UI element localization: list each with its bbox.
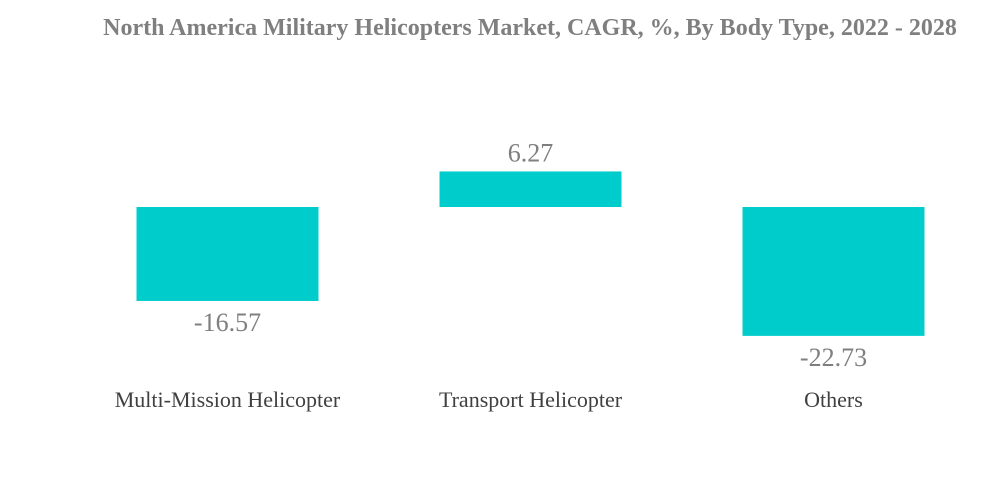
category-label-2: Others — [804, 387, 863, 412]
bar-2 — [742, 207, 925, 336]
category-label-1: Transport Helicopter — [439, 387, 623, 412]
data-label-0: -16.57 — [194, 308, 261, 337]
data-label-1: 6.27 — [508, 138, 554, 167]
bar-0 — [136, 207, 319, 301]
category-label-0: Multi-Mission Helicopter — [115, 387, 341, 412]
bar-1 — [439, 171, 622, 207]
chart-title: North America Military Helicopters Marke… — [103, 15, 957, 41]
data-label-2: -22.73 — [800, 343, 867, 372]
